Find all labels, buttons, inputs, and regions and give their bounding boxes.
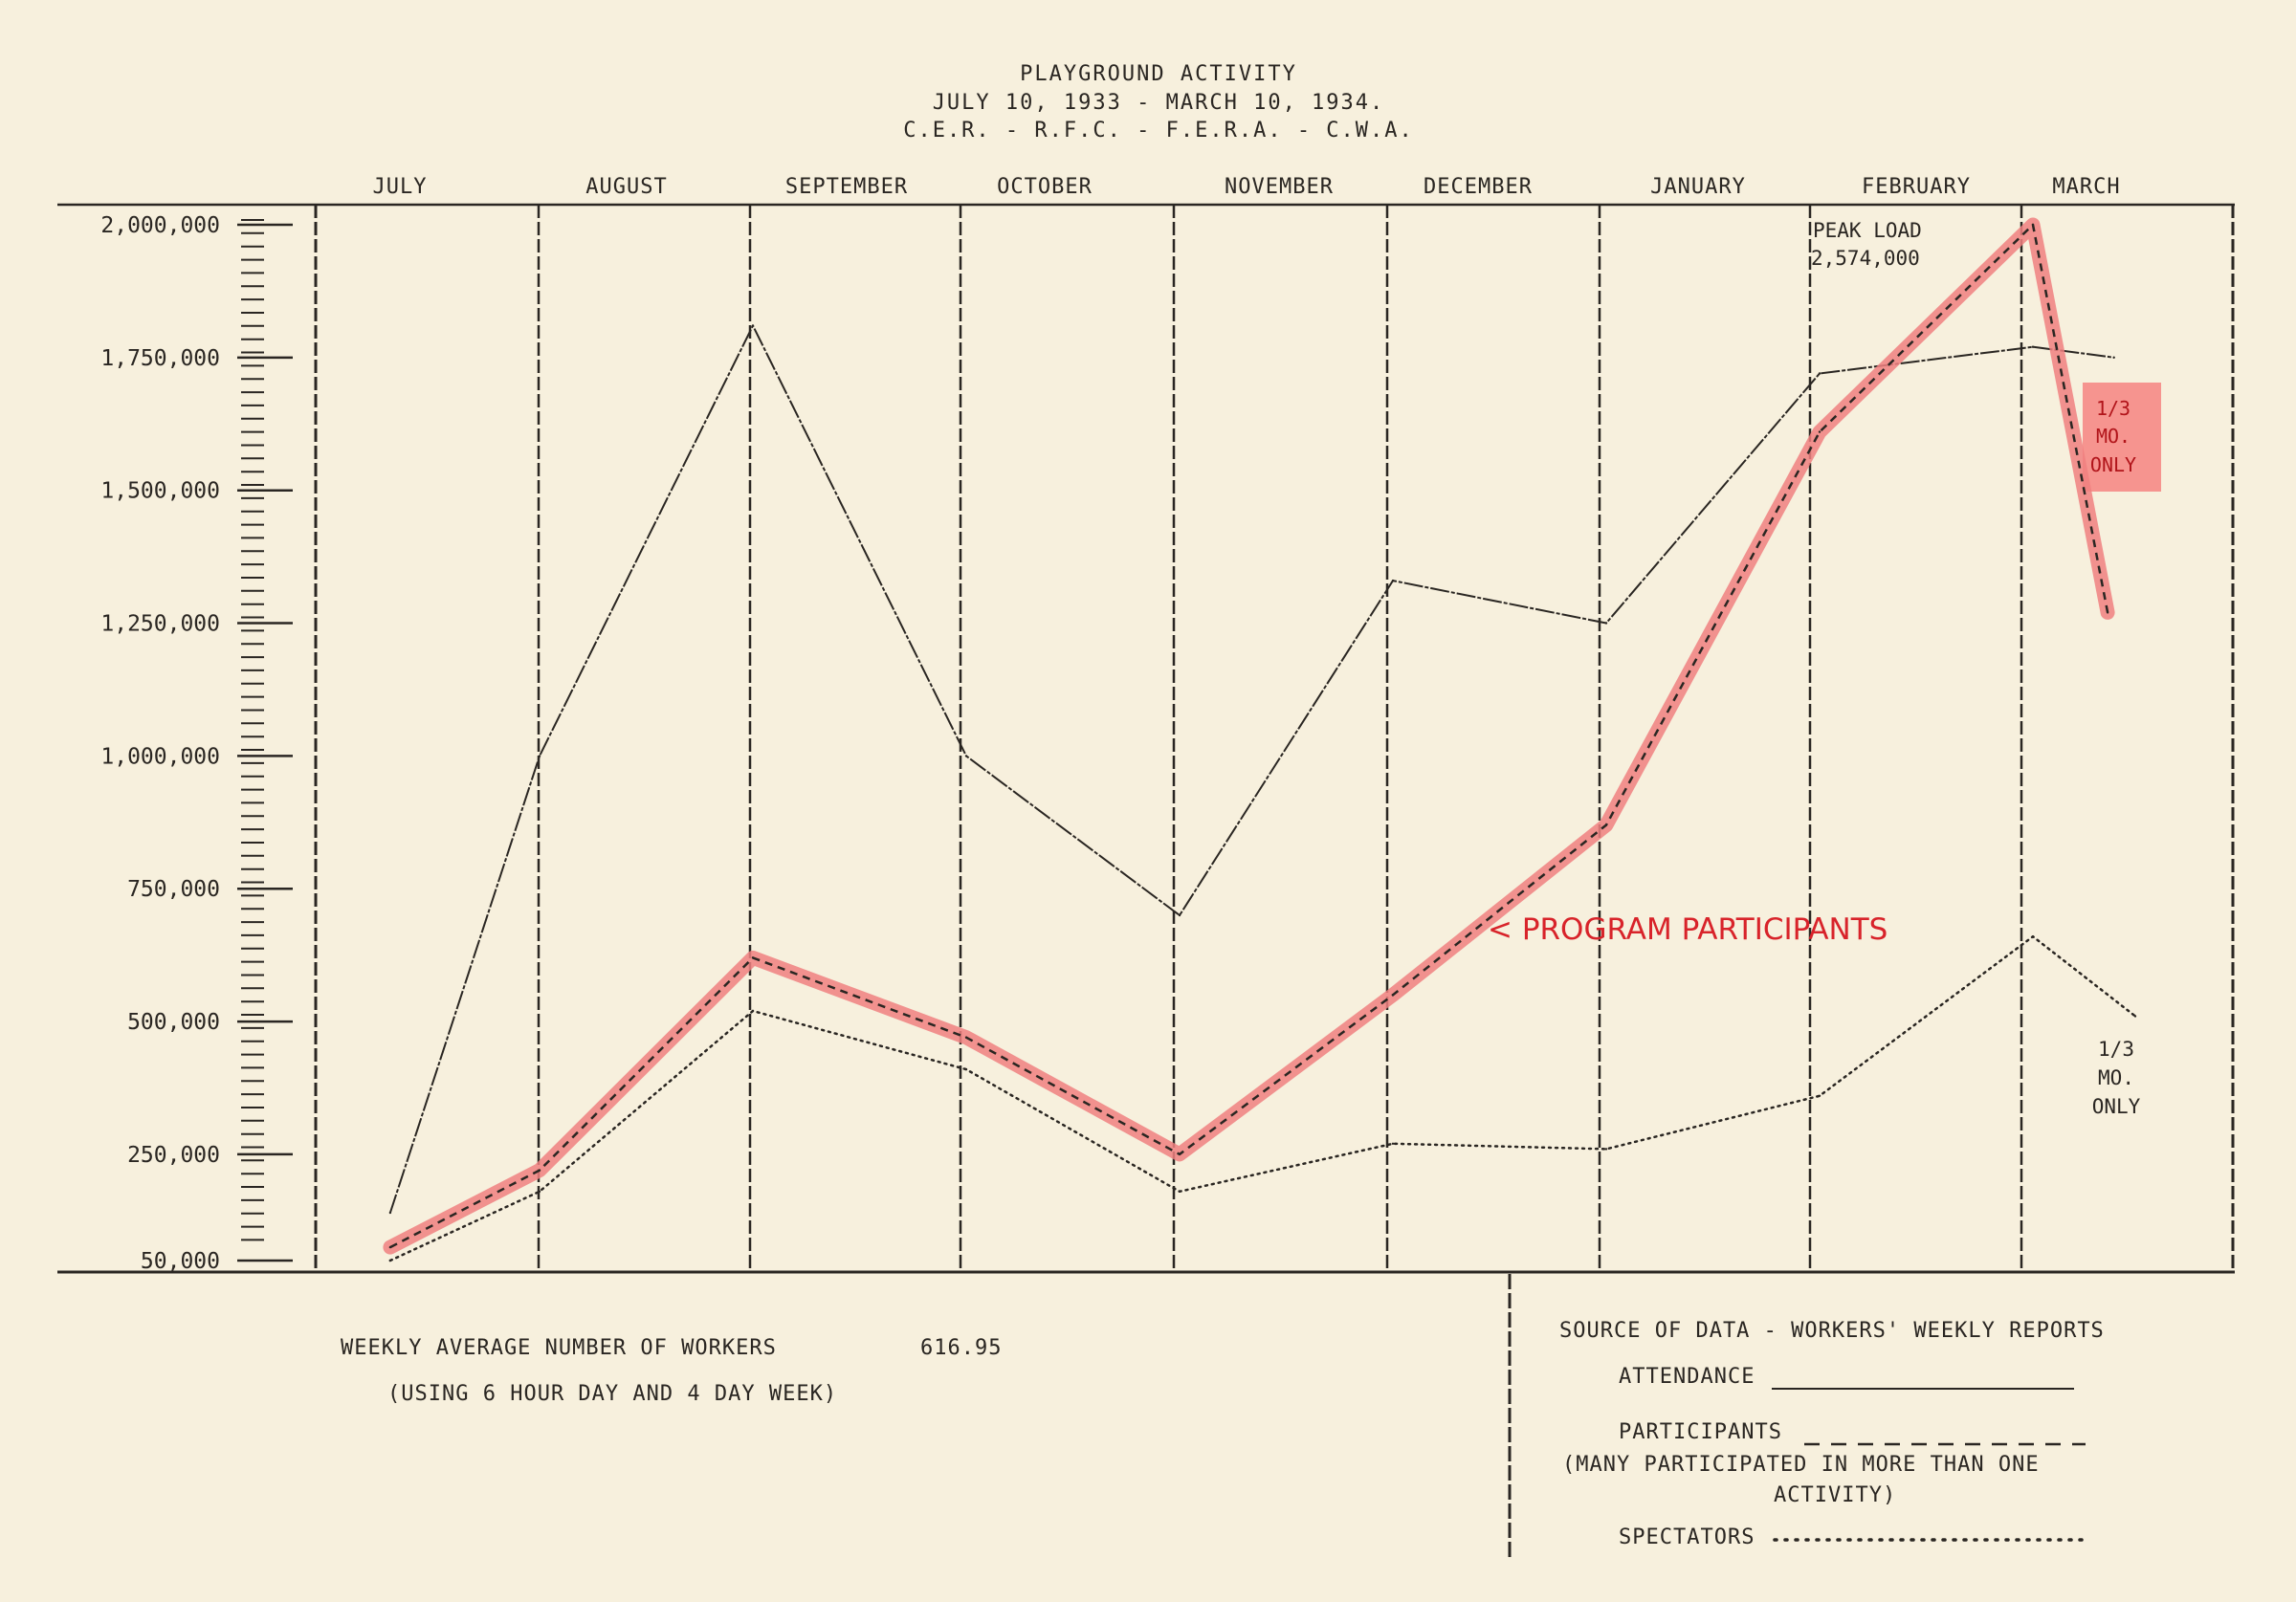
point-spectators-9 (2133, 1015, 2137, 1018)
series-attendance-line (388, 324, 2114, 1214)
point-spectators-7 (1818, 1094, 1821, 1098)
y-tick-label-1000000: 1,000,000 (100, 744, 220, 769)
point-attendance-2 (751, 324, 755, 327)
point-attendance-1 (538, 755, 541, 757)
spectators-note-line2: MO. (2098, 1066, 2134, 1089)
point-participants-3 (964, 1036, 968, 1039)
point-attendance-3 (964, 755, 968, 757)
data-source: SOURCE OF DATA - WORKERS' WEEKLY REPORTS (1559, 1319, 2105, 1343)
y-tick-label-2000000: 2,000,000 (100, 213, 220, 238)
point-attendance-8 (2031, 345, 2035, 348)
month-label-july: JULY (373, 175, 428, 199)
month-labels: JULY AUGUST SEPTEMBER OCTOBER NOVEMBER DECEMB… (373, 175, 2120, 199)
chart-date-range: JULY 10, 1933 - MARCH 10, 1934. (933, 91, 1385, 115)
y-tick-labels: 50,000 250,000 500,000 750,000 1,000,000 1,25… (100, 213, 293, 1274)
y-tick-label-1500000: 1,500,000 (100, 479, 220, 504)
point-spectators-1 (538, 1190, 541, 1194)
point-attendance-9 (2112, 356, 2115, 359)
point-attendance-4 (1178, 913, 1181, 917)
legend-participants-note-2: ACTIVITY) (1774, 1483, 1896, 1507)
month-label-march: MARCH (2052, 175, 2120, 199)
spectators-note-line1: 1/3 (2098, 1038, 2134, 1061)
plot-frame (57, 203, 2235, 1274)
month-gridlines (537, 205, 2023, 1272)
peak-load-value: 2,574,000 (1811, 247, 1920, 270)
point-participants-5 (1391, 994, 1395, 997)
point-participants-9 (2106, 611, 2109, 614)
point-participants-7 (1818, 430, 1821, 433)
point-attendance-6 (1604, 622, 1608, 625)
red-note-box (2083, 383, 2161, 492)
point-participants-6 (1604, 823, 1608, 826)
chart-title: PLAYGROUND ACTIVITY (1020, 62, 1297, 86)
series-layer (383, 217, 2137, 1262)
month-label-november: NOVEMBER (1225, 175, 1334, 199)
month-label-september: SEPTEMBER (785, 175, 908, 199)
series-participants-line (389, 223, 2109, 1249)
point-spectators-8 (2031, 935, 2035, 938)
point-spectators-5 (1391, 1142, 1395, 1146)
point-spectators-4 (1178, 1190, 1181, 1194)
workers-label: WEEKLY AVERAGE NUMBER OF WORKERS (341, 1336, 777, 1360)
point-participants-4 (1178, 1152, 1181, 1156)
point-attendance-7 (1818, 372, 1821, 375)
point-attendance-5 (1391, 579, 1395, 582)
workers-value: 616.95 (920, 1336, 1002, 1360)
point-participants-0 (388, 1245, 392, 1249)
legend-participants-note-1: (MANY PARTICIPATED IN MORE THAN ONE (1562, 1453, 2040, 1477)
series-participants-highlight (383, 217, 2115, 1255)
month-label-january: JANUARY (1650, 175, 1746, 199)
month-label-december: DECEMBER (1424, 175, 1533, 199)
point-spectators-3 (964, 1067, 968, 1071)
y-tick-label-250000: 250,000 (127, 1143, 220, 1168)
point-participants-1 (538, 1169, 541, 1172)
legend-participants-label: PARTICIPANTS (1619, 1420, 1782, 1444)
red-note-line3: ONLY (2090, 453, 2136, 476)
point-spectators-0 (388, 1259, 392, 1262)
workers-note: (USING 6 HOUR DAY AND 4 DAY WEEK) (387, 1382, 837, 1406)
month-label-august: AUGUST (585, 175, 667, 199)
month-label-october: OCTOBER (997, 175, 1093, 199)
series-spectators-line (388, 934, 2137, 1262)
point-spectators-6 (1604, 1148, 1608, 1151)
peak-load-label: PEAK LOAD (1813, 219, 1922, 242)
red-note-line1: 1/3 (2096, 397, 2130, 420)
chart-agencies: C.E.R. - R.F.C. - F.E.R.A. - C.W.A. (903, 119, 1414, 143)
y-minor-ticks (241, 219, 264, 1241)
point-participants-8 (2031, 223, 2035, 227)
y-tick-label-750000: 750,000 (127, 877, 220, 902)
legend-spectators-label: SPECTATORS (1619, 1525, 1755, 1549)
point-attendance-0 (388, 1211, 392, 1215)
y-tick-label-1750000: 1,750,000 (100, 346, 220, 371)
y-tick-label-50000: 50,000 (141, 1249, 220, 1274)
y-tick-label-500000: 500,000 (127, 1010, 220, 1035)
y-tick-label-1250000: 1,250,000 (100, 612, 220, 637)
program-participants-label: < PROGRAM PARTICIPANTS (1488, 912, 1888, 947)
point-participants-2 (751, 956, 755, 959)
spectators-note-line3: ONLY (2092, 1095, 2141, 1118)
red-note-line2: MO. (2096, 425, 2130, 448)
month-label-february: FEBRUARY (1862, 175, 1971, 199)
point-spectators-2 (751, 1009, 755, 1013)
legend-attendance-label: ATTENDANCE (1619, 1365, 1755, 1389)
